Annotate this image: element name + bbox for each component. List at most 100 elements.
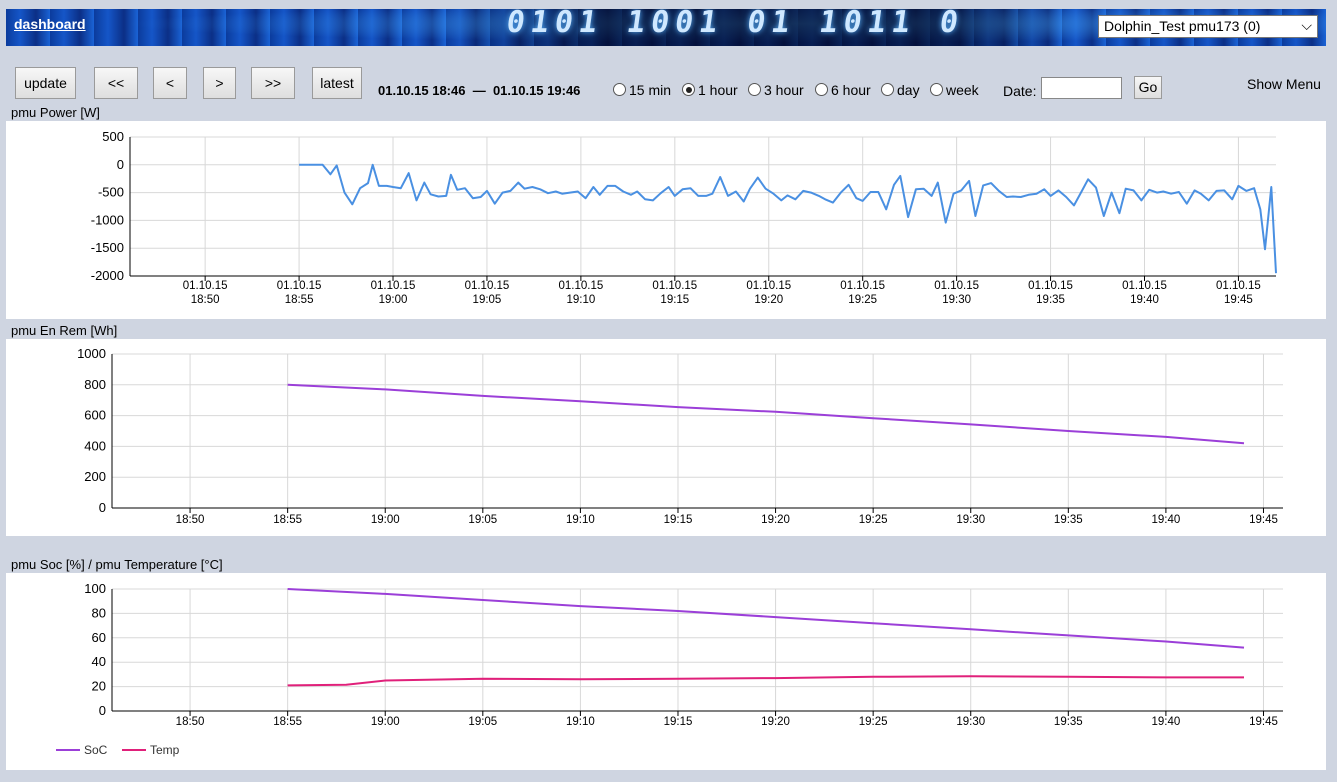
x-tick-time-label: 18:50 xyxy=(176,716,205,728)
y-tick-label: -2000 xyxy=(91,268,124,283)
soc-temp-chart: 100 80 60 40 20 0 18:50 18:55 19:00 19:05 19:10 19:… xyxy=(56,581,1283,757)
x-tick-time-label: 19:05 xyxy=(468,716,497,728)
x-tick-time-label: 19:00 xyxy=(371,514,400,526)
series-line-temp xyxy=(287,675,1244,687)
x-tick-date-label: 01.10.15 xyxy=(652,280,697,292)
energy-chart: 1000 800 600 400 200 0 18:50 18:55 19:00 19:05 19:… xyxy=(77,346,1283,526)
x-tick-time-label: 18:55 xyxy=(285,294,314,306)
radio-selected-icon[interactable] xyxy=(682,83,695,96)
x-tick-time-label: 18:50 xyxy=(191,294,220,306)
x-tick-time-label: 19:40 xyxy=(1152,716,1181,728)
range-option-day[interactable]: day xyxy=(881,82,920,98)
range-separator: — xyxy=(472,83,486,98)
x-tick-date-label: 01.10.15 xyxy=(1216,280,1261,292)
chevron-down-icon: ⌵ xyxy=(1301,17,1312,33)
y-tick-label: 0 xyxy=(117,157,124,172)
go-button[interactable]: Go xyxy=(1134,76,1162,99)
device-select[interactable]: Dolphin_Test pmu173 (0) ⌵ xyxy=(1098,15,1318,38)
device-select-value: Dolphin_Test pmu173 (0) xyxy=(1104,18,1261,34)
last-page-button[interactable]: >> xyxy=(251,67,295,99)
legend-label: Temp xyxy=(150,743,180,757)
range-option-3hour[interactable]: 3 hour xyxy=(748,82,804,98)
x-tick-date-label: 01.10.15 xyxy=(465,280,510,292)
radio-icon[interactable] xyxy=(748,83,761,96)
x-tick-date-label: 01.10.15 xyxy=(277,280,322,292)
y-tick-label: 1000 xyxy=(77,346,106,361)
y-tick-label: 0 xyxy=(99,703,106,718)
x-tick-time-label: 19:20 xyxy=(761,716,790,728)
y-tick-label: 60 xyxy=(92,630,106,645)
first-page-button[interactable]: << xyxy=(94,67,138,99)
x-tick-time-label: 19:25 xyxy=(859,514,888,526)
x-tick-time-label: 19:40 xyxy=(1130,294,1159,306)
latest-button[interactable]: latest xyxy=(312,67,362,99)
range-option-6hour[interactable]: 6 hour xyxy=(815,82,871,98)
range-option-15min[interactable]: 15 min xyxy=(613,82,671,98)
x-tick-time-label: 19:45 xyxy=(1249,514,1278,526)
x-tick-time-label: 19:25 xyxy=(859,716,888,728)
banner-shade xyxy=(446,9,1066,46)
x-tick-time-label: 19:30 xyxy=(956,716,985,728)
y-tick-label: 500 xyxy=(102,129,124,144)
banner-binary-graphic: 0101 1001 01 1011 0 xyxy=(504,9,967,40)
range-option-week[interactable]: week xyxy=(930,82,979,98)
date-input[interactable] xyxy=(1041,77,1122,99)
time-range-display: 01.10.15 18:46 — 01.10.15 19:46 xyxy=(378,83,580,98)
x-tick-time-label: 19:30 xyxy=(942,294,971,306)
range-start: 01.10.15 18:46 xyxy=(378,83,466,98)
chart-title-energy: pmu En Rem [Wh] xyxy=(11,323,118,338)
range-option-label: 3 hour xyxy=(764,82,804,98)
range-option-label: day xyxy=(897,82,920,98)
x-tick-time-label: 19:10 xyxy=(566,716,595,728)
series-line-0 xyxy=(287,383,1245,445)
x-tick-time-label: 19:20 xyxy=(761,514,790,526)
dashboard-link[interactable]: dashboard xyxy=(14,16,86,32)
x-tick-time-label: 19:40 xyxy=(1152,514,1181,526)
chart-panel-power: 500 0 -500 -1000 -1500 -2000 01.10.15 18:50 01.1… xyxy=(6,121,1326,319)
x-tick-date-label: 01.10.15 xyxy=(559,280,604,292)
x-tick-date-label: 01.10.15 xyxy=(840,280,885,292)
next-page-button[interactable]: > xyxy=(203,67,236,99)
y-tick-label: 800 xyxy=(84,377,106,392)
radio-icon[interactable] xyxy=(930,83,943,96)
radio-icon[interactable] xyxy=(815,83,828,96)
chart-panel-energy: 1000 800 600 400 200 0 18:50 18:55 19:00 19:05 19:… xyxy=(6,339,1326,536)
range-option-label: 15 min xyxy=(629,82,672,98)
y-tick-label: -1500 xyxy=(91,240,124,255)
x-tick-time-label: 19:25 xyxy=(848,294,877,306)
y-tick-label: -1000 xyxy=(91,212,124,227)
x-tick-date-label: 01.10.15 xyxy=(934,280,979,292)
x-tick-time-label: 19:00 xyxy=(371,716,400,728)
x-tick-time-label: 19:15 xyxy=(664,716,693,728)
x-tick-time-label: 19:45 xyxy=(1249,716,1278,728)
x-tick-time-label: 19:15 xyxy=(664,514,693,526)
range-end: 01.10.15 19:46 xyxy=(492,83,581,98)
x-tick-date-label: 01.10.15 xyxy=(1122,280,1167,292)
update-button[interactable]: update xyxy=(15,67,76,99)
chart-title-power: pmu Power [W] xyxy=(11,105,100,120)
series-line-0 xyxy=(299,163,1277,274)
x-tick-time-label: 19:10 xyxy=(566,514,595,526)
y-tick-label: 600 xyxy=(84,408,106,423)
prev-page-button[interactable]: < xyxy=(153,67,187,99)
x-tick-time-label: 18:50 xyxy=(176,514,205,526)
chart-title-soc-temp: pmu Soc [%] / pmu Temperature [°C] xyxy=(11,557,223,572)
series-line-soc xyxy=(287,588,1245,649)
x-tick-time-label: 19:10 xyxy=(566,294,595,306)
legend-label: SoC xyxy=(84,743,108,757)
show-menu-link[interactable]: Show Menu xyxy=(1247,76,1321,92)
y-tick-label: -500 xyxy=(98,185,124,200)
y-tick-label: 20 xyxy=(92,679,106,694)
x-tick-time-label: 19:30 xyxy=(956,514,985,526)
x-tick-time-label: 19:35 xyxy=(1054,716,1083,728)
x-tick-time-label: 19:45 xyxy=(1224,294,1253,306)
range-option-label: 6 hour xyxy=(831,82,871,98)
radio-icon[interactable] xyxy=(881,83,894,96)
range-option-1hour[interactable]: 1 hour xyxy=(682,82,738,98)
x-tick-date-label: 01.10.15 xyxy=(1028,280,1073,292)
x-tick-date-label: 01.10.15 xyxy=(371,280,416,292)
x-tick-time-label: 19:35 xyxy=(1036,294,1065,306)
range-option-label: 1 hour xyxy=(698,82,738,98)
y-tick-label: 40 xyxy=(92,654,106,669)
radio-icon[interactable] xyxy=(613,83,626,96)
